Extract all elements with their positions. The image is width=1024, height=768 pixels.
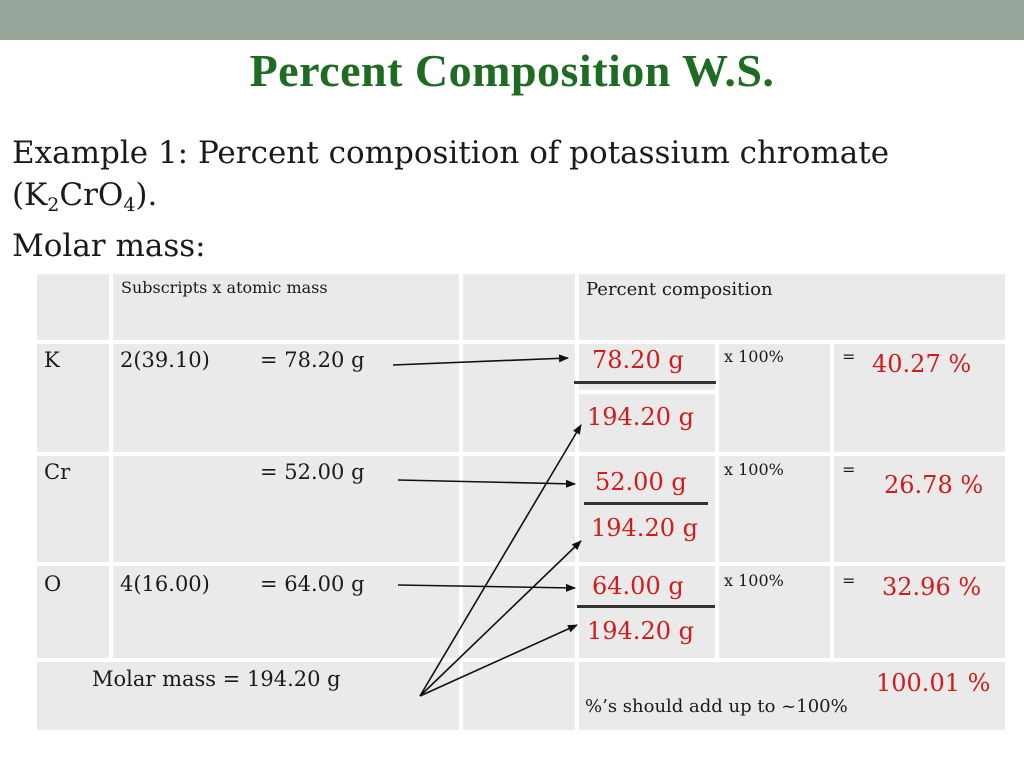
equals-cr: = — [842, 460, 856, 479]
calc-k: 2(39.10) — [120, 348, 210, 372]
table-cell — [832, 454, 1007, 564]
equals-o: = — [842, 571, 856, 590]
result-cr: 26.78 % — [884, 471, 984, 499]
molar-mass-label: Molar mass: — [12, 228, 206, 264]
header-subscripts: Subscripts x atomic mass — [121, 278, 328, 297]
table-cell — [461, 564, 577, 660]
times-o: x 100% — [724, 571, 784, 590]
element-k: K — [44, 348, 60, 372]
header-percent: Percent composition — [586, 279, 773, 300]
table-cell — [832, 342, 1007, 454]
formula-close: ). — [135, 177, 158, 213]
mass-o: = 64.00 g — [260, 572, 365, 596]
table-cell — [35, 342, 111, 454]
table-cell — [577, 272, 1007, 342]
denominator-cr: 194.20 g — [591, 514, 698, 542]
table-cell — [35, 272, 111, 342]
table-cell — [577, 660, 1007, 732]
table-cell — [461, 660, 577, 732]
table-cell — [717, 342, 832, 454]
mass-k: = 78.20 g — [260, 348, 365, 372]
calc-o: 4(16.00) — [120, 572, 210, 596]
table-cell — [461, 342, 577, 454]
example-line: Example 1: Percent composition of potass… — [12, 135, 890, 171]
table-cell — [461, 272, 577, 342]
formula-mid: CrO — [59, 177, 124, 213]
table-cell — [111, 564, 461, 660]
mass-cr: = 52.00 g — [260, 460, 365, 484]
element-o: O — [44, 572, 62, 596]
table-cell — [577, 392, 717, 454]
element-cr: Cr — [44, 460, 71, 484]
denominator-o: 194.20 g — [587, 617, 694, 645]
times-cr: x 100% — [724, 460, 784, 479]
fraction-bar-cr — [584, 502, 708, 505]
times-k: x 100% — [724, 347, 784, 366]
table-cell — [577, 564, 717, 660]
result-o: 32.96 % — [882, 573, 982, 601]
table-cell — [35, 564, 111, 660]
table-cell — [111, 454, 461, 564]
molar-mass-total: Molar mass = 194.20 g — [92, 667, 341, 691]
table-cell — [832, 564, 1007, 660]
total-percent: 100.01 % — [876, 669, 991, 697]
denominator-k: 194.20 g — [587, 403, 694, 431]
table-cell — [35, 454, 111, 564]
result-k: 40.27 % — [872, 350, 972, 378]
table-cell — [717, 564, 832, 660]
table-cell — [461, 454, 577, 564]
equals-k: = — [842, 347, 856, 366]
numerator-k: 78.20 g — [592, 346, 684, 374]
formula-subscript-k: 2 — [47, 194, 60, 216]
formula-subscript-o: 4 — [123, 194, 136, 216]
table-cell — [111, 272, 461, 342]
formula-line: (K2CrO4). — [12, 177, 157, 216]
fraction-bar-o — [577, 605, 715, 608]
table-cell — [717, 454, 832, 564]
numerator-cr: 52.00 g — [595, 468, 687, 496]
fraction-bar-k — [574, 381, 716, 384]
numerator-o: 64.00 g — [592, 572, 684, 600]
formula-open: (K — [12, 177, 48, 213]
sum-note: %’s should add up to ~100% — [585, 696, 848, 717]
slide-title: Percent Composition W.S. — [249, 45, 775, 96]
top-bar — [0, 0, 1024, 40]
